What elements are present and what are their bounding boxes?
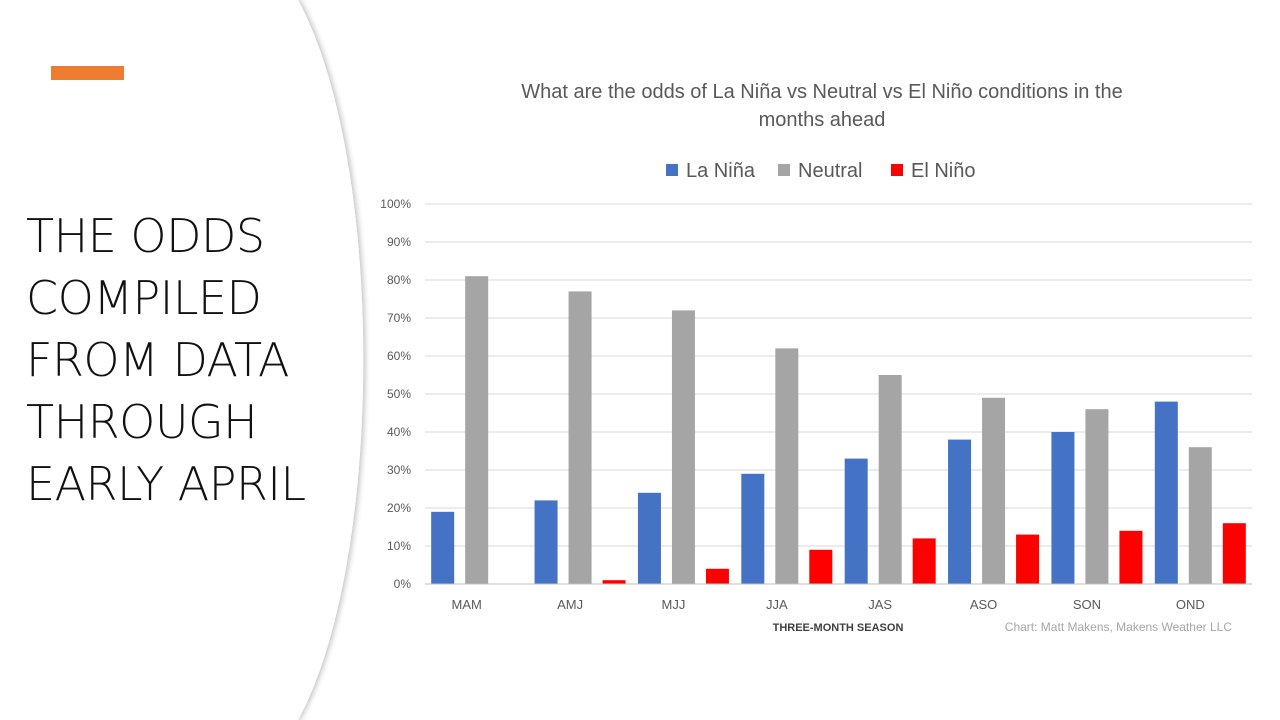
y-tick-label: 80%	[387, 273, 411, 287]
legend-label: Neutral	[798, 160, 862, 182]
x-tick-label: ASO	[970, 597, 997, 612]
x-tick-label: MJJ	[662, 597, 686, 612]
y-tick-label: 50%	[387, 387, 411, 401]
bar-neutral	[1188, 447, 1212, 584]
slide-title-line: COMPILED	[26, 271, 262, 325]
x-tick-label: MAM	[452, 597, 482, 612]
bar-la-ni-a	[637, 492, 661, 584]
chart-title-line: What are the odds of La Niña vs Neutral …	[521, 81, 1122, 103]
x-tick-label: SON	[1073, 597, 1101, 612]
chart-title-line: months ahead	[759, 109, 886, 131]
x-tick-label: JJA	[766, 597, 788, 612]
slide-title: THE ODDS COMPILED FROM DATA THROUGH EARL…	[26, 205, 346, 515]
y-tick-label: 100%	[380, 197, 411, 211]
legend-label: El Niño	[911, 160, 975, 182]
bar-la-ni-a	[844, 458, 868, 584]
y-tick-label: 20%	[387, 501, 411, 515]
y-tick-label: 30%	[387, 463, 411, 477]
y-tick-label: 0%	[394, 577, 412, 591]
bar-neutral	[982, 397, 1006, 584]
chart-gridlines	[425, 203, 1252, 585]
bar-el-ni-o	[912, 538, 936, 584]
legend-swatch	[778, 164, 790, 176]
y-tick-label: 90%	[387, 235, 411, 249]
bar-neutral	[465, 276, 489, 584]
bar-el-ni-o	[1016, 534, 1040, 584]
x-tick-label: AMJ	[557, 597, 583, 612]
slide-title-line: THE ODDS	[26, 209, 265, 263]
bar-neutral	[775, 348, 799, 584]
y-tick-label: 10%	[387, 539, 411, 553]
bar-neutral	[1085, 409, 1109, 584]
slide-title-line: EARLY APRIL	[26, 457, 306, 511]
bar-la-ni-a	[1051, 432, 1075, 584]
legend-swatch	[666, 164, 678, 176]
bar-la-ni-a	[741, 473, 765, 584]
x-axis: MAM AMJ MJJ JJA JAS ASO SON OND	[425, 583, 1252, 612]
bar-la-ni-a	[1154, 401, 1178, 584]
bar-neutral	[878, 375, 902, 584]
bar-neutral	[568, 291, 592, 584]
bar-el-ni-o	[602, 580, 626, 584]
chart-bars	[431, 276, 1246, 584]
bar-neutral	[671, 310, 695, 584]
slide-title-line: FROM DATA	[26, 333, 289, 387]
bar-la-ni-a	[948, 439, 972, 584]
chart-legend: La Niña Neutral El Niño	[666, 160, 975, 182]
y-axis: 0% 10% 20% 30% 40% 50% 60% 70% 80% 90% 100%	[380, 197, 411, 591]
y-tick-label: 40%	[387, 425, 411, 439]
legend-label: La Niña	[686, 160, 756, 182]
x-tick-label: OND	[1176, 597, 1205, 612]
y-tick-label: 70%	[387, 311, 411, 325]
bar-la-ni-a	[534, 500, 558, 584]
bar-el-ni-o	[1119, 530, 1143, 584]
x-axis-label: THREE-MONTH SEASON	[773, 622, 904, 634]
y-tick-label: 60%	[387, 349, 411, 363]
slide-title-line: THROUGH	[26, 395, 258, 449]
bar-el-ni-o	[705, 568, 729, 584]
accent-bar	[51, 66, 124, 80]
bar-la-ni-a	[431, 511, 455, 584]
bar-el-ni-o	[1222, 523, 1246, 584]
legend-swatch	[891, 164, 903, 176]
bar-el-ni-o	[809, 549, 833, 584]
x-tick-label: JAS	[868, 597, 892, 612]
chart-credit: Chart: Matt Makens, Makens Weather LLC	[1005, 620, 1233, 634]
